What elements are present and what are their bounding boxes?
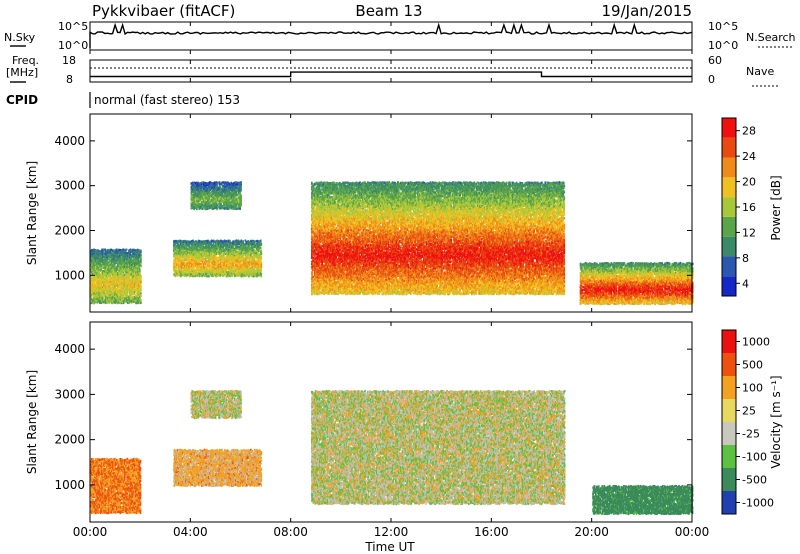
power-cell xyxy=(106,254,108,256)
noise-right-tick-top: 10^5 xyxy=(708,20,738,33)
power-cell xyxy=(187,274,189,276)
cpid-text: normal (fast stereo) 153 xyxy=(94,93,240,107)
power-cell xyxy=(99,290,101,292)
power-cell xyxy=(106,256,108,258)
noise-panel-frame xyxy=(90,22,692,50)
power-cell xyxy=(140,299,142,301)
power-cell xyxy=(134,291,136,293)
power-cell xyxy=(135,278,137,280)
power-cell xyxy=(124,294,126,296)
power-cell xyxy=(103,295,105,297)
power-cell xyxy=(181,260,183,262)
power-cell xyxy=(190,246,192,248)
power-cell xyxy=(139,268,141,270)
nave-label: Nave xyxy=(746,65,774,78)
power-cell xyxy=(110,275,112,277)
power-cell xyxy=(175,266,177,268)
power-cell xyxy=(140,265,142,267)
power-cell xyxy=(117,274,119,276)
power-cell xyxy=(140,279,142,281)
power-cell xyxy=(102,297,104,299)
power-cell xyxy=(95,249,97,251)
freq-unit: [MHz] xyxy=(6,66,38,79)
power-cell xyxy=(140,284,142,286)
date-title: 19/Jan/2015 xyxy=(602,2,693,20)
power-cell xyxy=(95,255,97,257)
power-cell xyxy=(140,295,142,297)
power-cell xyxy=(126,258,128,260)
power-cell xyxy=(140,281,142,283)
power-cell xyxy=(110,287,112,289)
noise-right-tick-bottom: 10^0 xyxy=(708,39,738,52)
power-cell xyxy=(127,292,129,294)
freq-tick-top: 18 xyxy=(62,54,76,67)
power-cell xyxy=(101,267,103,269)
power-cell xyxy=(140,258,142,260)
power-cell xyxy=(121,301,123,303)
power-cell xyxy=(140,254,142,256)
power-cell xyxy=(98,256,100,258)
power-cell xyxy=(140,275,142,277)
power-cell xyxy=(140,256,142,258)
nave-tick-top: 60 xyxy=(708,54,722,67)
power-cell xyxy=(116,249,118,251)
freq-tick-bottom: 8 xyxy=(66,73,73,86)
noise-right-label: N.Search xyxy=(746,31,796,44)
noise-left-tick-bottom: 10^0 xyxy=(58,39,88,52)
power-cell xyxy=(126,249,128,251)
frequency-line xyxy=(90,72,692,76)
power-cell xyxy=(106,283,108,285)
station-title: Pykkvibaer (fitACF) xyxy=(92,2,235,20)
power-cell xyxy=(140,250,142,252)
noise-left-label: N.Sky xyxy=(4,31,36,44)
power-cell xyxy=(140,286,142,288)
power-cell xyxy=(140,302,142,304)
power-cell xyxy=(117,254,119,256)
power-cell xyxy=(106,259,108,261)
power-cell xyxy=(139,273,141,275)
cpid-label: CPID xyxy=(6,93,38,107)
power-cell xyxy=(140,292,142,294)
power-cell xyxy=(134,289,136,291)
power-cell xyxy=(102,270,104,272)
power-cell xyxy=(194,241,196,243)
power-cell xyxy=(194,266,196,268)
power-heatmap xyxy=(90,181,693,305)
power-cell xyxy=(103,299,105,301)
beam-title: Beam 13 xyxy=(355,2,422,20)
noise-sky-line xyxy=(90,25,692,48)
noise-left-tick-top: 10^5 xyxy=(58,20,88,33)
power-cell xyxy=(192,240,194,242)
power-cell xyxy=(116,295,118,297)
nave-tick-bottom: 0 xyxy=(708,73,715,86)
